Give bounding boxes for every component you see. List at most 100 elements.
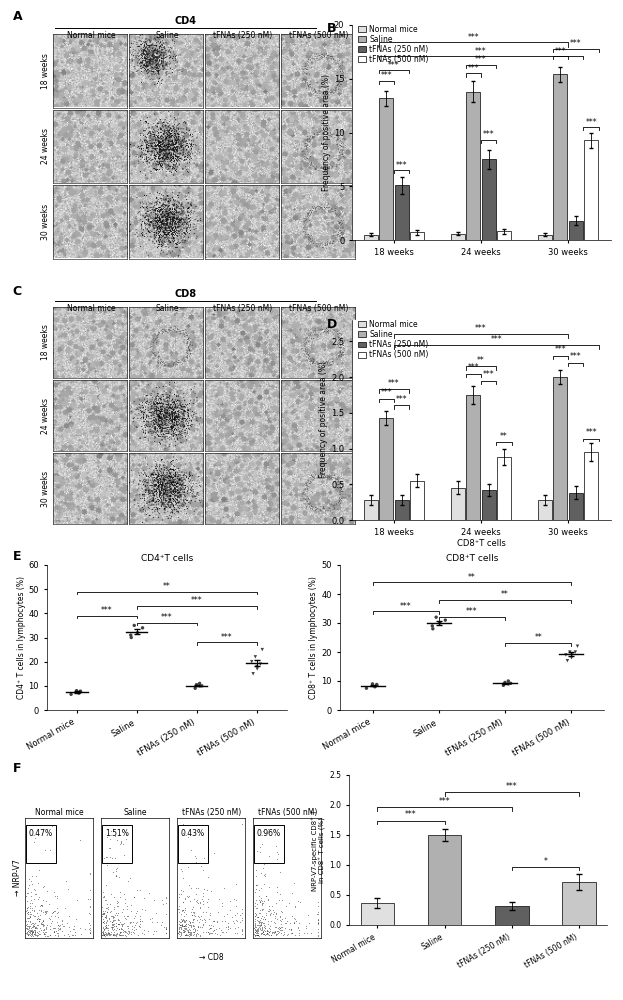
Point xyxy=(263,821,273,837)
Text: ***: *** xyxy=(467,363,479,372)
Point xyxy=(32,927,42,943)
Point xyxy=(98,911,108,927)
Point xyxy=(186,926,196,942)
Point xyxy=(189,907,199,923)
Point xyxy=(250,928,260,944)
Point xyxy=(130,917,140,933)
Point xyxy=(121,925,131,941)
Point xyxy=(31,920,41,936)
Point xyxy=(262,923,272,939)
Point xyxy=(173,925,183,941)
Point xyxy=(183,859,193,875)
Point xyxy=(37,916,47,932)
Point xyxy=(101,907,111,923)
Point xyxy=(139,890,149,906)
Point xyxy=(106,908,116,924)
Point xyxy=(313,894,323,910)
Point xyxy=(198,888,208,904)
Point xyxy=(294,922,304,938)
Point xyxy=(117,921,126,937)
Point xyxy=(287,925,297,941)
Point xyxy=(106,926,116,942)
Point xyxy=(110,921,120,937)
Point xyxy=(100,909,110,925)
Text: **: ** xyxy=(468,573,476,582)
Point xyxy=(83,915,93,931)
Point xyxy=(190,921,200,937)
Point xyxy=(24,909,34,925)
Point xyxy=(313,898,323,914)
Point xyxy=(178,825,188,841)
Text: Normal mice: Normal mice xyxy=(67,304,115,313)
Point xyxy=(21,925,31,941)
Point xyxy=(99,921,109,937)
Point xyxy=(255,893,265,909)
Point xyxy=(85,899,95,915)
Point xyxy=(102,919,112,935)
Point xyxy=(34,913,44,929)
Point xyxy=(178,883,188,899)
Point xyxy=(276,903,286,919)
Point xyxy=(276,913,286,929)
Point xyxy=(255,894,265,910)
Point xyxy=(40,904,50,920)
Point xyxy=(265,927,275,943)
Point xyxy=(97,906,107,922)
Point xyxy=(24,871,34,887)
Point xyxy=(25,906,35,922)
Point xyxy=(101,892,111,908)
Point xyxy=(149,923,159,939)
Y-axis label: 24 weeks: 24 weeks xyxy=(41,128,50,164)
Bar xyxy=(102,825,131,863)
Point xyxy=(135,908,145,924)
Point xyxy=(252,921,262,937)
Point xyxy=(261,926,271,942)
Point xyxy=(251,925,261,941)
Point xyxy=(205,925,215,941)
Point xyxy=(144,885,154,901)
Point xyxy=(253,921,263,937)
Point xyxy=(262,925,272,941)
Point xyxy=(36,920,45,936)
Text: ***: *** xyxy=(554,47,566,56)
Point xyxy=(256,910,266,926)
Point xyxy=(29,922,39,938)
Point xyxy=(274,924,284,940)
Point xyxy=(120,891,130,907)
Point xyxy=(116,921,126,937)
Point xyxy=(250,898,260,914)
Point xyxy=(176,924,186,940)
Point xyxy=(29,834,39,850)
Point xyxy=(186,880,196,896)
Point xyxy=(118,924,128,940)
Point xyxy=(24,918,34,934)
Point xyxy=(250,918,260,934)
Point xyxy=(177,917,187,933)
Point xyxy=(29,902,39,918)
Point xyxy=(85,891,95,907)
Text: Normal mice: Normal mice xyxy=(67,31,115,40)
Point xyxy=(22,910,32,926)
Point xyxy=(100,903,110,919)
Point xyxy=(100,909,110,925)
Title: tFNAs (500 nM): tFNAs (500 nM) xyxy=(257,808,317,817)
Point xyxy=(194,895,204,911)
Point xyxy=(178,922,188,938)
Point xyxy=(100,920,110,936)
Point xyxy=(37,924,47,940)
Point xyxy=(258,860,268,876)
Point xyxy=(181,912,191,928)
Point xyxy=(113,894,123,910)
Point xyxy=(253,927,263,943)
Point xyxy=(24,923,34,939)
Point xyxy=(268,924,278,940)
Point xyxy=(55,921,65,937)
Point xyxy=(273,920,283,936)
Point xyxy=(183,889,193,905)
Point xyxy=(174,924,184,940)
Point xyxy=(178,894,188,910)
Point xyxy=(267,924,277,940)
Point xyxy=(264,924,274,940)
Point xyxy=(566,650,576,666)
Point xyxy=(262,926,272,942)
